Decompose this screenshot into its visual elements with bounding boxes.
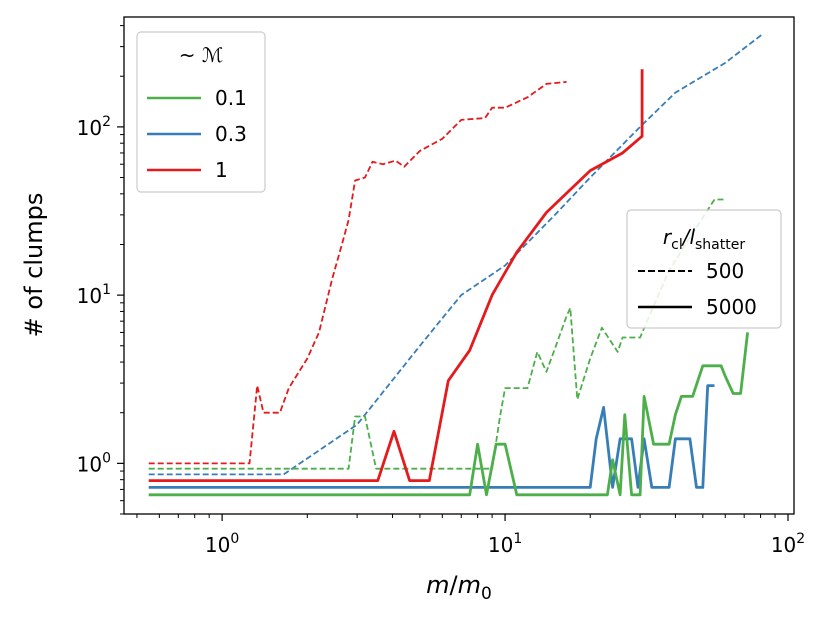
x-tick-label: 101 (488, 531, 522, 557)
legend-label-5000: 5000 (706, 295, 757, 319)
legend-label-500: 500 (706, 259, 744, 283)
series-line-1-500 (148, 81, 567, 465)
legend-label-0.1: 0.1 (215, 86, 247, 110)
legend-mach: ~ ℳ 0.1 0.3 1 (136, 31, 266, 193)
series-line-0-3-5000 (148, 384, 715, 489)
axes-frame (123, 16, 795, 515)
series-line-1-5000 (148, 69, 644, 482)
x-tick-label: 100 (205, 531, 239, 557)
legend-label-0.3: 0.3 (215, 122, 247, 146)
series-line-0-3-500 (148, 32, 765, 476)
legend-mach-title: ~ ℳ (179, 43, 224, 67)
x-axis-label: m/m0 (426, 571, 492, 604)
legend-ratio: rcl/lshatter 500 5000 (626, 209, 782, 329)
x-tick-label: 102 (771, 531, 805, 557)
y-axis-label: # of clumps (20, 193, 48, 338)
legend-ratio-frame (626, 209, 782, 329)
axis-ticks: 100 101 102 100 101 102 (77, 25, 805, 557)
legend-label-1: 1 (215, 158, 228, 182)
y-tick-label: 101 (77, 282, 111, 308)
y-tick-label: 100 (77, 450, 111, 476)
legend-ratio-title: rcl/lshatter (663, 225, 745, 253)
series-line-0-1-5000 (148, 332, 749, 497)
y-tick-label: 102 (77, 114, 111, 140)
legend-mach-frame (136, 31, 266, 193)
